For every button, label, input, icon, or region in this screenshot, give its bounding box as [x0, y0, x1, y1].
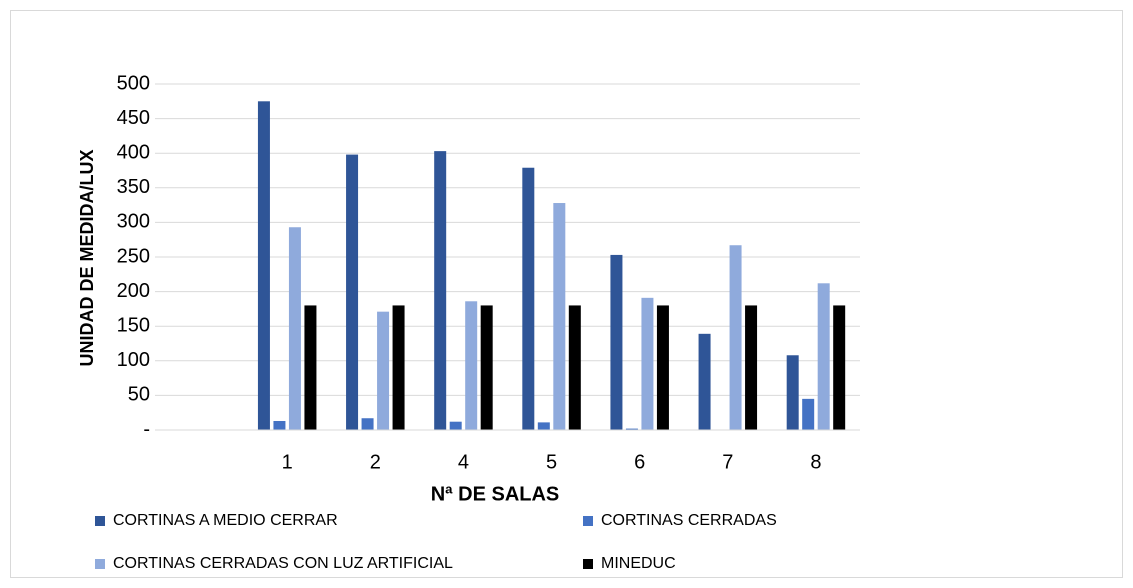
bar [786, 355, 799, 430]
x-tick-label: 5 [546, 451, 557, 473]
x-axis-title: Nª DE SALAS [431, 483, 560, 505]
bar [553, 203, 566, 430]
x-tick-label: 1 [282, 451, 293, 473]
bar [698, 333, 711, 430]
legend-label: MINEDUC [601, 555, 676, 572]
bar [361, 418, 374, 430]
y-tick-label: 450 [117, 107, 150, 129]
bar [656, 305, 669, 430]
x-tick-label: 2 [370, 451, 381, 473]
bar [273, 421, 286, 430]
x-tick-label: 8 [810, 451, 821, 473]
bar [465, 301, 478, 430]
legend-label: CORTINAS CERRADAS CON LUZ ARTIFICIAL [113, 555, 453, 572]
bar [833, 305, 846, 430]
legend-label: CORTINAS A MEDIO CERRAR [113, 512, 338, 529]
legend-swatch [95, 516, 105, 526]
y-tick-label: 350 [117, 176, 150, 198]
chart-border [10, 10, 1123, 578]
bar [817, 283, 830, 430]
y-tick-label: 100 [117, 349, 150, 371]
bar [304, 305, 317, 430]
x-tick-label: 4 [458, 451, 469, 473]
bar [729, 245, 742, 430]
bar [625, 428, 638, 430]
y-tick-label: 200 [117, 280, 150, 302]
bar [449, 421, 462, 430]
y-tick-label: - [143, 418, 150, 440]
x-tick-label: 7 [722, 451, 733, 473]
bar [522, 167, 535, 430]
bar [377, 311, 390, 430]
y-tick-label: 150 [117, 314, 150, 336]
x-tick-label: 6 [634, 451, 645, 473]
bar [610, 254, 623, 430]
bar [434, 151, 447, 430]
bar [288, 227, 301, 430]
bar [346, 154, 359, 431]
bar [480, 305, 493, 430]
bar [257, 101, 270, 431]
y-tick-label: 400 [117, 141, 150, 163]
bar [745, 305, 758, 430]
bar [568, 305, 581, 430]
y-tick-label: 300 [117, 211, 150, 233]
y-tick-label: 500 [117, 72, 150, 94]
bar [537, 422, 550, 430]
y-tick-label: 250 [117, 245, 150, 267]
bar [392, 305, 405, 430]
bar [641, 297, 654, 430]
legend-label: CORTINAS CERRADAS [601, 512, 777, 529]
legend-swatch [583, 559, 593, 569]
y-axis-title: UNIDAD DE MEDIDA/LUX [77, 149, 97, 366]
legend-swatch [583, 516, 593, 526]
y-tick-label: 50 [128, 384, 150, 406]
bar [802, 398, 815, 430]
legend-swatch [95, 559, 105, 569]
